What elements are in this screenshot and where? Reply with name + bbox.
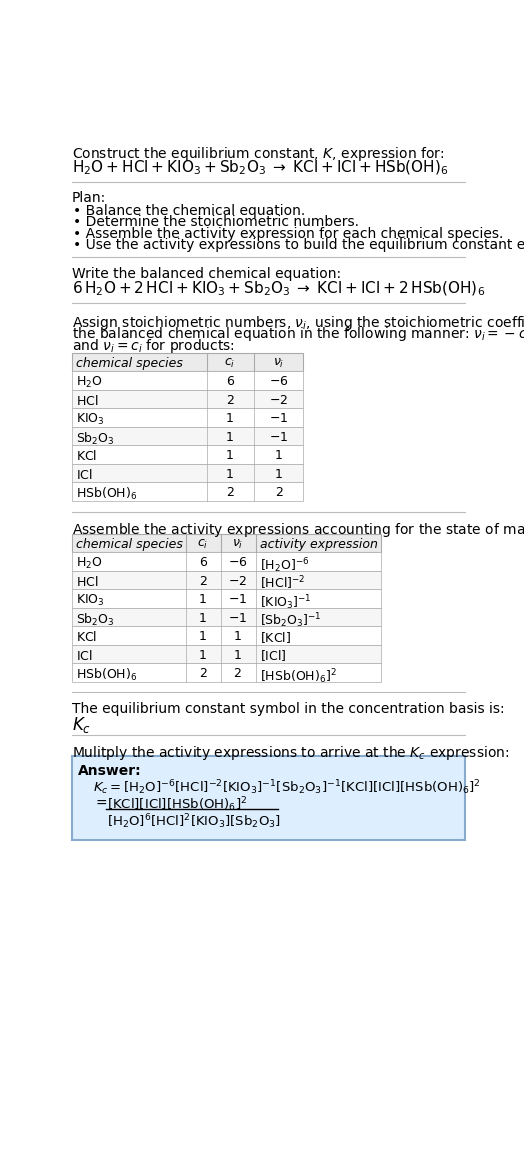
Text: Answer:: Answer: — [78, 764, 141, 778]
Text: $\mathrm{KIO_3}$: $\mathrm{KIO_3}$ — [75, 594, 104, 609]
Text: 1: 1 — [226, 412, 234, 425]
Text: 2: 2 — [275, 486, 282, 499]
Text: $-1$: $-1$ — [228, 594, 247, 606]
Text: $[\mathrm{H_2O}]^{-6}$: $[\mathrm{H_2O}]^{-6}$ — [260, 557, 310, 575]
Text: • Balance the chemical equation.: • Balance the chemical equation. — [73, 204, 305, 218]
Text: $-1$: $-1$ — [269, 430, 288, 443]
Text: $\mathrm{Sb_2O_3}$: $\mathrm{Sb_2O_3}$ — [75, 430, 114, 447]
Text: • Use the activity expressions to build the equilibrium constant expression.: • Use the activity expressions to build … — [73, 238, 524, 252]
Text: $-1$: $-1$ — [228, 612, 247, 625]
Bar — [72, 464, 303, 482]
Text: 2: 2 — [199, 575, 206, 588]
Text: Mulitply the activity expressions to arrive at the $K_c$ expression:: Mulitply the activity expressions to arr… — [72, 744, 509, 762]
Bar — [72, 482, 303, 501]
Text: $\mathrm{HSb(OH)_6}$: $\mathrm{HSb(OH)_6}$ — [75, 668, 137, 683]
Text: $\mathrm{HCl}$: $\mathrm{HCl}$ — [75, 575, 98, 589]
Text: 1: 1 — [275, 467, 282, 480]
Bar — [72, 390, 303, 408]
Text: $\mathrm{HSb(OH)_6}$: $\mathrm{HSb(OH)_6}$ — [75, 486, 137, 502]
Text: 2: 2 — [226, 393, 234, 407]
Text: $\mathrm{6\,H_2O + 2\,HCl + KIO_3 + Sb_2O_3 \;\rightarrow\; KCl + ICl + 2\,HSb(O: $\mathrm{6\,H_2O + 2\,HCl + KIO_3 + Sb_2… — [72, 280, 485, 299]
Text: $=$: $=$ — [93, 795, 108, 809]
Text: $-6$: $-6$ — [269, 375, 288, 389]
Bar — [72, 589, 381, 607]
Text: Assemble the activity expressions accounting for the state of matter and $\nu_i$: Assemble the activity expressions accoun… — [72, 521, 524, 539]
Text: 1: 1 — [234, 631, 242, 643]
Text: $-2$: $-2$ — [228, 575, 247, 588]
Text: $\mathrm{HCl}$: $\mathrm{HCl}$ — [75, 393, 98, 407]
Bar — [72, 626, 381, 644]
Bar — [72, 552, 381, 570]
Text: • Determine the stoichiometric numbers.: • Determine the stoichiometric numbers. — [73, 215, 359, 229]
Text: $\mathrm{ICl}$: $\mathrm{ICl}$ — [75, 649, 92, 663]
Text: 1: 1 — [199, 649, 206, 662]
Text: 1: 1 — [275, 449, 282, 462]
Text: $c_i$: $c_i$ — [197, 538, 209, 551]
Text: $-1$: $-1$ — [269, 412, 288, 425]
Text: $\mathrm{ICl}$: $\mathrm{ICl}$ — [75, 467, 92, 481]
Bar — [72, 353, 303, 371]
Text: activity expression: activity expression — [260, 538, 378, 551]
Text: $[\mathrm{KIO_3}]^{-1}$: $[\mathrm{KIO_3}]^{-1}$ — [260, 594, 312, 612]
Text: The equilibrium constant symbol in the concentration basis is:: The equilibrium constant symbol in the c… — [72, 701, 504, 716]
Bar — [72, 757, 465, 840]
Text: chemical species: chemical species — [75, 538, 182, 551]
Text: $\nu_i$: $\nu_i$ — [273, 356, 285, 370]
Text: 1: 1 — [199, 612, 206, 625]
Text: 2: 2 — [234, 668, 242, 680]
Text: 2: 2 — [226, 486, 234, 499]
Text: $[\mathrm{HCl}]^{-2}$: $[\mathrm{HCl}]^{-2}$ — [260, 575, 305, 592]
Bar — [72, 427, 303, 445]
Text: $K_c$: $K_c$ — [72, 715, 91, 735]
Text: $\mathrm{H_2O + HCl + KIO_3 + Sb_2O_3 \;\rightarrow\; KCl + ICl + HSb(OH)_6}$: $\mathrm{H_2O + HCl + KIO_3 + Sb_2O_3 \;… — [72, 159, 449, 177]
Text: Construct the equilibrium constant, $K$, expression for:: Construct the equilibrium constant, $K$,… — [72, 145, 444, 163]
Text: 6: 6 — [226, 375, 234, 389]
Text: $\mathrm{Sb_2O_3}$: $\mathrm{Sb_2O_3}$ — [75, 612, 114, 628]
Bar — [72, 445, 303, 464]
Text: $-6$: $-6$ — [228, 557, 247, 569]
Text: $K_c = [\mathrm{H_2O}]^{-6}[\mathrm{HCl}]^{-2}[\mathrm{KIO_3}]^{-1}[\mathrm{Sb_2: $K_c = [\mathrm{H_2O}]^{-6}[\mathrm{HCl}… — [93, 778, 481, 797]
Text: 1: 1 — [199, 594, 206, 606]
Bar — [72, 570, 381, 589]
Text: $\mathrm{H_2O}$: $\mathrm{H_2O}$ — [75, 557, 102, 572]
Text: $c_i$: $c_i$ — [224, 356, 235, 370]
Text: 1: 1 — [226, 449, 234, 462]
Text: $\mathrm{H_2O}$: $\mathrm{H_2O}$ — [75, 375, 102, 390]
Text: $-2$: $-2$ — [269, 393, 288, 407]
Bar — [72, 607, 381, 626]
Text: $\nu_i$: $\nu_i$ — [232, 538, 243, 551]
Text: 6: 6 — [199, 557, 206, 569]
Text: $[\mathrm{Sb_2O_3}]^{-1}$: $[\mathrm{Sb_2O_3}]^{-1}$ — [260, 612, 322, 631]
Text: 1: 1 — [199, 631, 206, 643]
Text: 1: 1 — [234, 649, 242, 662]
Text: $\mathrm{KCl}$: $\mathrm{KCl}$ — [75, 449, 97, 463]
Text: and $\nu_i = c_i$ for products:: and $\nu_i = c_i$ for products: — [72, 337, 235, 355]
Text: $[\mathrm{H_2O}]^6[\mathrm{HCl}]^2[\mathrm{KIO_3}][\mathrm{Sb_2O_3}]$: $[\mathrm{H_2O}]^6[\mathrm{HCl}]^2[\math… — [107, 812, 281, 831]
Text: 1: 1 — [226, 430, 234, 443]
Bar — [72, 408, 303, 427]
Text: $[\mathrm{KCl}][\mathrm{ICl}][\mathrm{HSb(OH)_6}]^2$: $[\mathrm{KCl}][\mathrm{ICl}][\mathrm{HS… — [107, 795, 248, 813]
Text: Write the balanced chemical equation:: Write the balanced chemical equation: — [72, 266, 341, 281]
Text: Plan:: Plan: — [72, 191, 106, 205]
Text: $[\mathrm{KCl}]$: $[\mathrm{KCl}]$ — [260, 631, 291, 646]
Text: $[\mathrm{HSb(OH)_6}]^2$: $[\mathrm{HSb(OH)_6}]^2$ — [260, 668, 337, 686]
Text: $[\mathrm{ICl}]$: $[\mathrm{ICl}]$ — [260, 649, 287, 663]
Text: $\mathrm{KIO_3}$: $\mathrm{KIO_3}$ — [75, 412, 104, 427]
Bar — [72, 644, 381, 663]
Text: the balanced chemical equation in the following manner: $\nu_i = -c_i$ for react: the balanced chemical equation in the fo… — [72, 325, 524, 344]
Bar — [72, 663, 381, 681]
Text: $\mathrm{KCl}$: $\mathrm{KCl}$ — [75, 631, 97, 644]
Text: 2: 2 — [199, 668, 206, 680]
Text: chemical species: chemical species — [75, 356, 182, 370]
Bar — [72, 533, 381, 552]
Text: Assign stoichiometric numbers, $\nu_i$, using the stoichiometric coefficients, $: Assign stoichiometric numbers, $\nu_i$, … — [72, 314, 524, 332]
Text: • Assemble the activity expression for each chemical species.: • Assemble the activity expression for e… — [73, 227, 504, 241]
Bar — [72, 371, 303, 390]
Text: 1: 1 — [226, 467, 234, 480]
